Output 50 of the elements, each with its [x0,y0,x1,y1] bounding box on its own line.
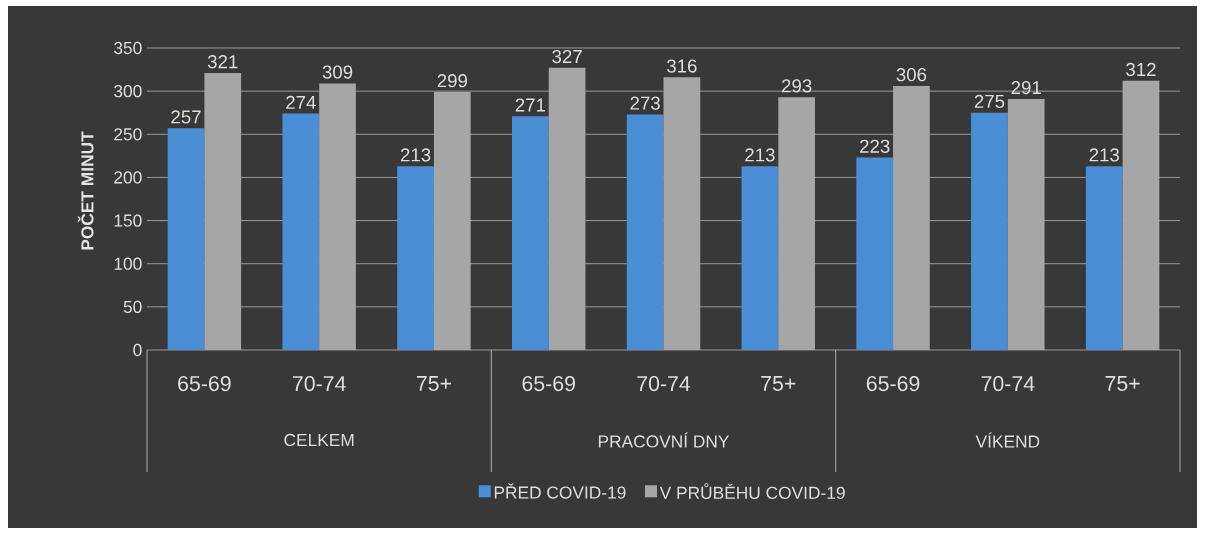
y-tick-label: 50 [123,300,142,313]
text: CELKEM [284,433,354,447]
x-tick-label: 75+ [761,376,796,391]
data-label: 273 [630,96,660,110]
data-label: 213 [1089,148,1119,162]
data-label: 312 [1126,62,1156,77]
bar [971,112,1008,350]
x-tick-label: 65-69 [866,376,920,392]
y-tick-label: 300 [114,85,142,98]
y-tick-label: 350 [114,41,142,55]
text: PRACOVNÍ DNY [598,432,730,448]
data-label: 316 [667,59,697,73]
data-label: 309 [322,65,353,79]
data-label: 223 [860,139,890,153]
data-label: 293 [782,79,812,93]
bar [397,166,434,350]
x-tick-label: 75+ [416,376,451,391]
x-tick-label: 65-69 [178,376,231,392]
text: VÍKEND [975,432,1040,448]
data-label: 327 [552,49,582,64]
y-tick-label: 150 [114,214,142,227]
legend-label: PŘED COVID-19 [494,483,626,499]
bar [1085,166,1123,350]
y-tick-label: 0 [133,343,142,357]
legend-label: V PRŮBĚHU COVID-19 [659,483,845,499]
y-tick-label: 250 [114,128,142,141]
bar [741,166,779,350]
bar [167,128,205,350]
y-tick-label: 100 [114,257,142,270]
bar [856,157,894,350]
x-tick-label: 75+ [1105,376,1140,391]
data-label: 271 [515,98,546,112]
x-tick-label: 65-69 [522,376,575,392]
data-label: 275 [974,94,1005,109]
data-label: 257 [171,110,201,124]
data-label: 291 [1011,80,1041,95]
bar [626,114,664,350]
data-label: 213 [745,148,775,162]
bar [512,116,549,350]
data-label: 213 [400,148,431,162]
x-tick-label: 70-74 [292,376,346,392]
data-label: 306 [896,68,927,82]
data-label: 299 [437,74,467,88]
x-tick-label: 70-74 [981,376,1035,392]
y-axis-title: POČET MINUT [77,131,94,250]
x-tick-label: 70-74 [637,376,691,392]
data-label: 274 [286,95,316,109]
y-tick-label: 200 [114,171,142,184]
data-label: 321 [207,55,238,69]
bar [282,113,320,350]
